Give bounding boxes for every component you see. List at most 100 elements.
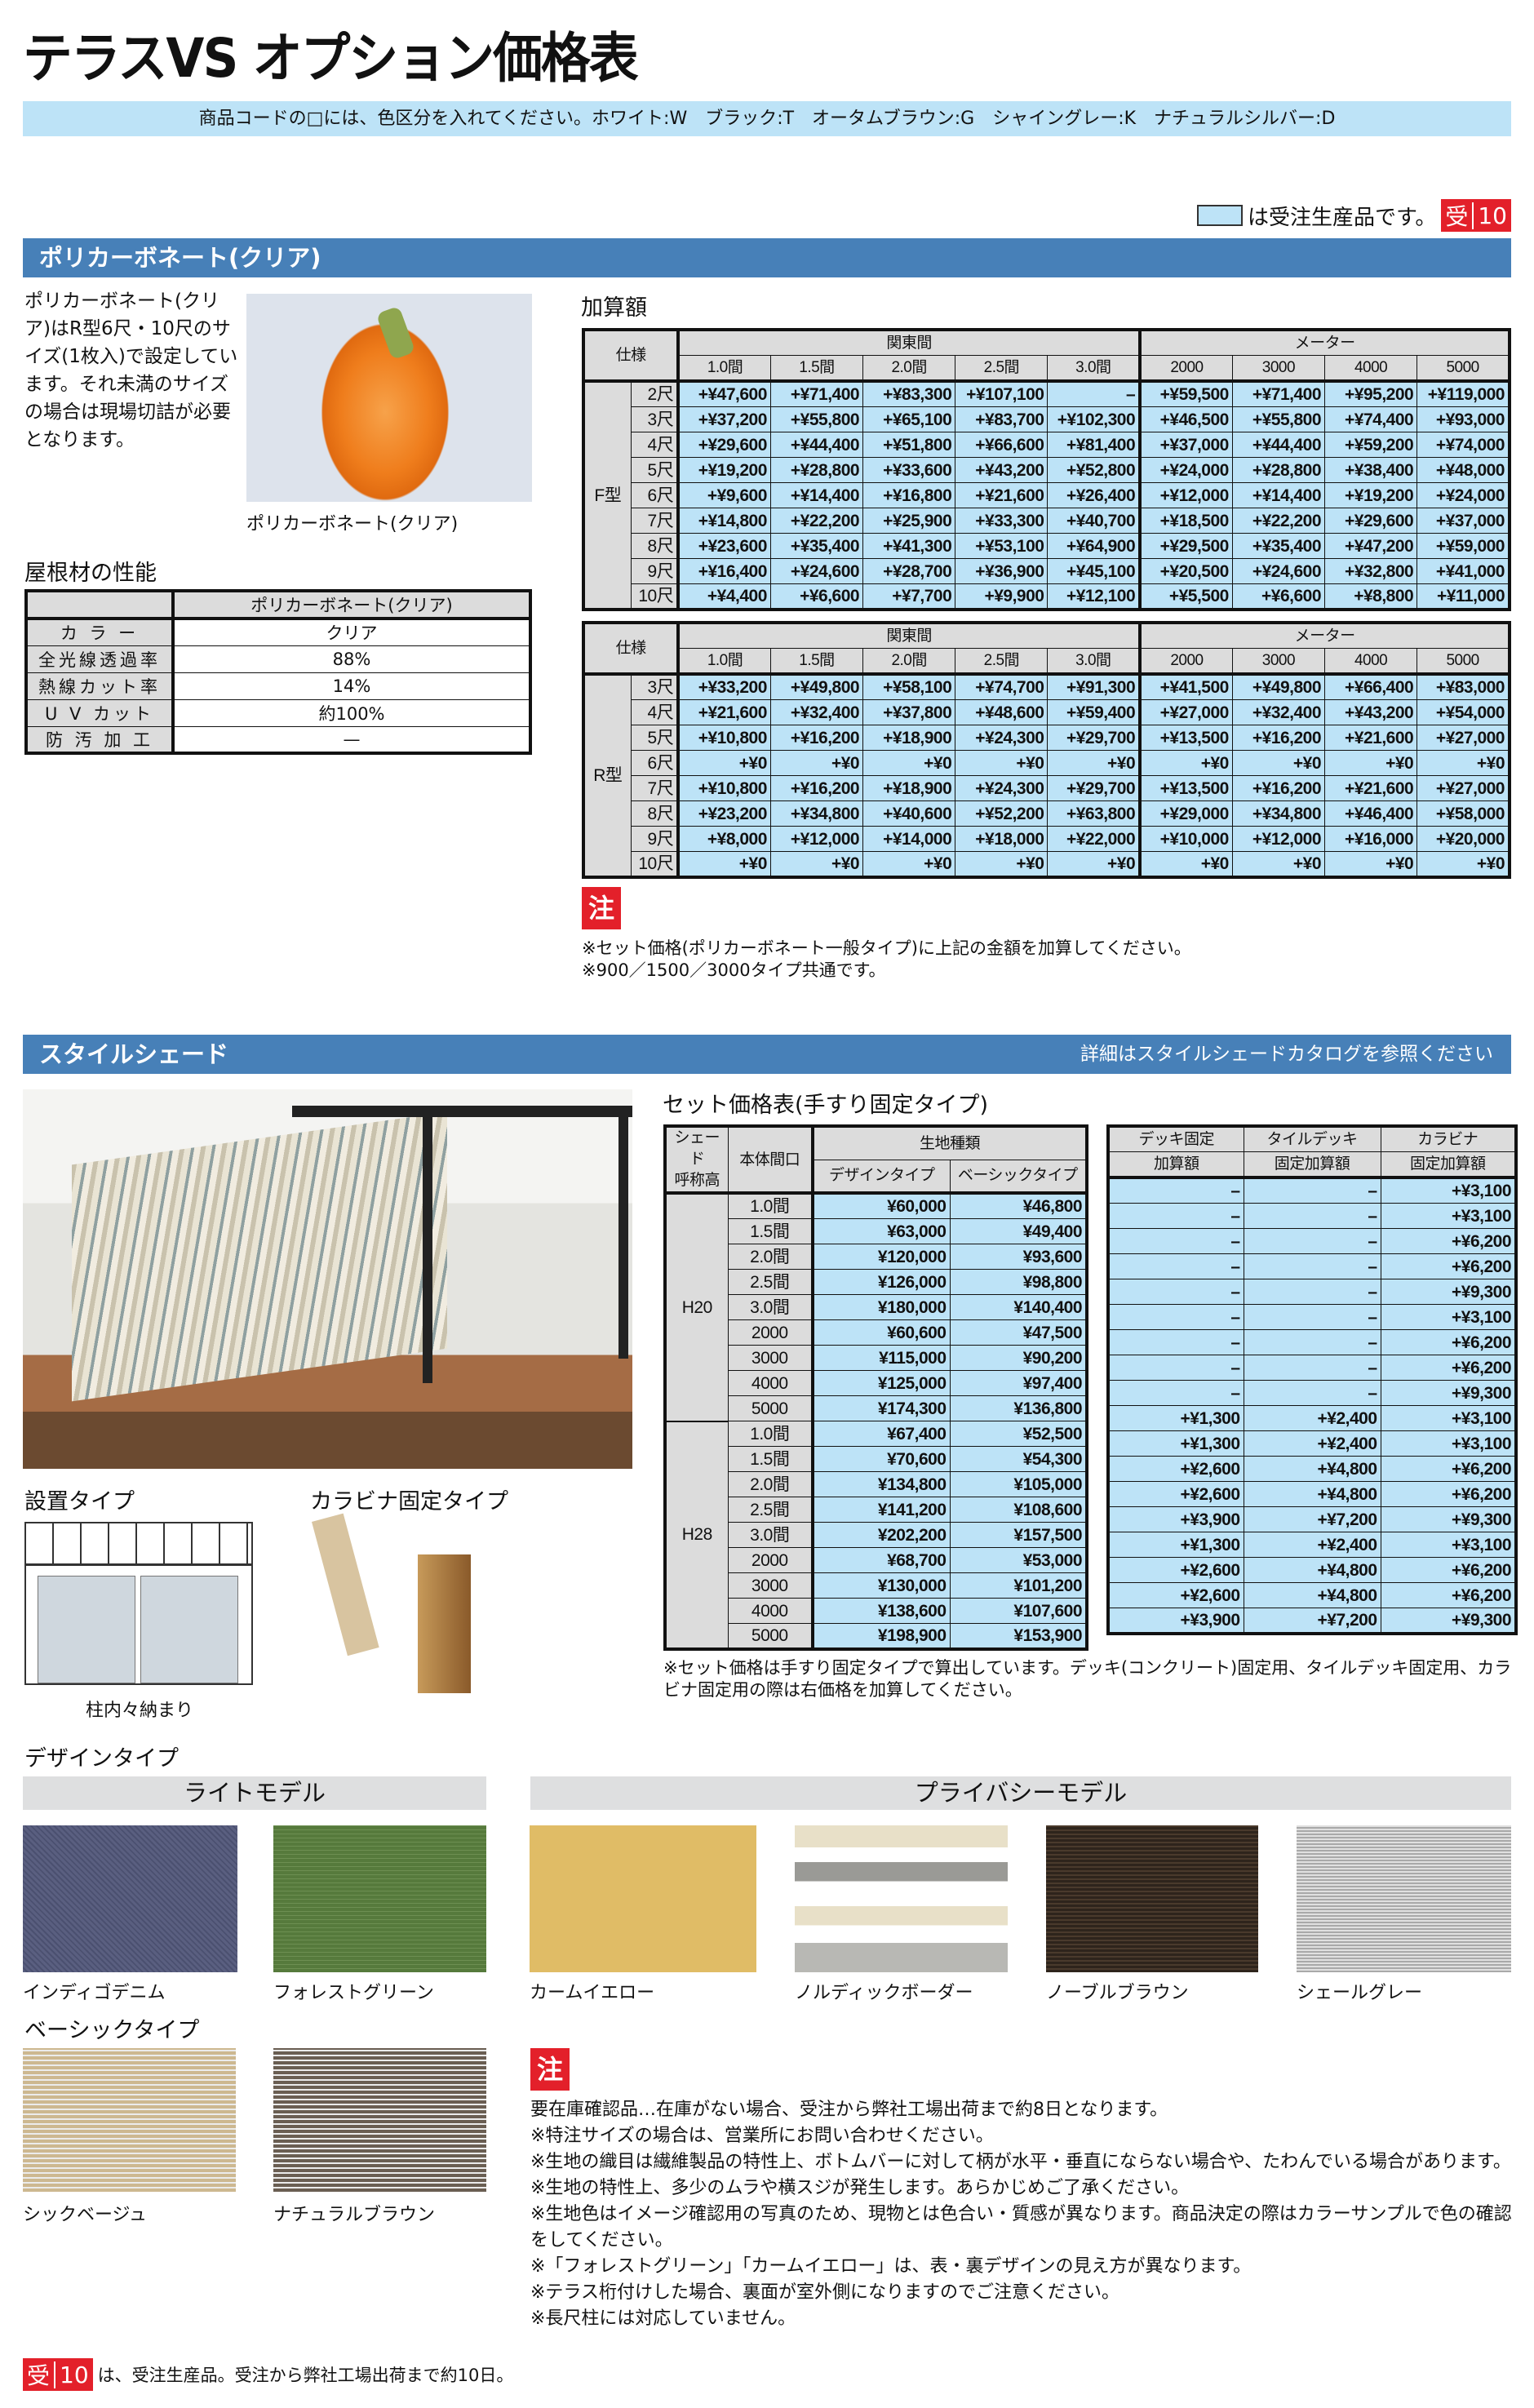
column-header: 3000 (1231, 355, 1326, 383)
table-row: 6尺 +¥9,600 +¥14,400 +¥16,800 +¥21,600 +¥26,40… (583, 482, 1510, 508)
price-cell: +¥27,000 (1139, 699, 1233, 725)
addon-price: – (1107, 1355, 1244, 1381)
price-cell: +¥33,600 (862, 457, 956, 483)
fabric-swatch (23, 2048, 236, 2192)
addon-price: +¥3,100 (1380, 1203, 1517, 1229)
footer-note: 受 10 は、受注生産品。受注から弊社工場出荷まで約10日。 (23, 2358, 513, 2391)
table-row: 10尺 +¥4,400 +¥6,600 +¥7,700 +¥9,900 +¥12,100 +… (583, 583, 1510, 610)
design-price: ¥174,300 (812, 1395, 951, 1421)
table-row: 1.5間 ¥70,600 ¥54,300 (665, 1446, 1088, 1472)
width-label: 2000 (727, 1319, 814, 1346)
design-price: ¥68,700 (812, 1547, 951, 1573)
price-cell: +¥0 (677, 750, 771, 776)
width-label: 2.5間 (727, 1269, 814, 1295)
table-row: – – +¥6,200 (1107, 1355, 1517, 1381)
price-cell: +¥27,000 (1417, 725, 1510, 751)
price-cell: +¥0 (1324, 851, 1418, 878)
price-cell: +¥0 (862, 750, 956, 776)
table-row: 2.5間 ¥141,200 ¥108,600 (665, 1497, 1088, 1523)
price-cell: +¥48,600 (955, 699, 1049, 725)
fabric-swatch (530, 1825, 756, 1972)
price-cell: +¥23,600 (677, 533, 771, 559)
price-cell: +¥46,400 (1324, 800, 1418, 827)
price-cell: +¥35,400 (769, 533, 864, 559)
page-title: テラスVS オプション価格表 (23, 27, 639, 90)
addon-price: – (1243, 1203, 1381, 1229)
price-cell: +¥29,000 (1139, 800, 1233, 827)
price-cell: +¥119,000 (1417, 380, 1510, 407)
price-cell: +¥16,200 (769, 775, 864, 801)
fabric-swatch (23, 1825, 237, 1972)
table-row: +¥3,900 +¥7,200 +¥9,300 (1107, 1608, 1517, 1634)
price-cell: +¥0 (1231, 750, 1326, 776)
price-cell: +¥18,900 (862, 725, 956, 751)
design-price: ¥130,000 (812, 1572, 951, 1599)
header-row: デッキ固定 タイルデッキ カラビナ (1107, 1125, 1517, 1152)
addon-price: +¥6,200 (1380, 1228, 1517, 1254)
width-label: 4000 (727, 1598, 814, 1624)
price-cell: +¥10,000 (1139, 826, 1233, 852)
price-cell: +¥63,800 (1047, 800, 1142, 827)
design-price: ¥115,000 (812, 1345, 951, 1371)
column-header: 2.0間 (862, 648, 956, 676)
badge-b: 10 (1472, 202, 1511, 229)
price-cell: +¥14,400 (769, 482, 864, 508)
price-cell: +¥0 (1139, 851, 1233, 878)
price-cell: +¥21,600 (1324, 775, 1418, 801)
header-row: シェード 呼称高 本体間口 生地種類 (664, 1125, 1088, 1195)
basic-price: ¥98,800 (949, 1269, 1088, 1295)
size-label: 8尺 (630, 800, 681, 827)
addon-price: +¥4,800 (1243, 1582, 1381, 1608)
fabric-swatch (273, 1825, 486, 1972)
size-label: 9尺 (630, 558, 681, 584)
addon-price: +¥3,100 (1380, 1430, 1517, 1457)
performance-label: カ ラ ー (25, 618, 175, 646)
note-badge: 注 (582, 887, 621, 929)
table-row: +¥1,300 +¥2,400 +¥3,100 (1107, 1532, 1517, 1558)
price-cell: +¥14,000 (862, 826, 956, 852)
addon-price: +¥6,200 (1380, 1355, 1517, 1381)
light-model-bar: ライトモデル (23, 1776, 486, 1810)
height-label: H28 (664, 1421, 729, 1650)
price-cell: +¥6,600 (1231, 583, 1326, 610)
price-cell: +¥52,200 (955, 800, 1049, 827)
addon-price: +¥2,600 (1107, 1481, 1244, 1507)
performance-label: 全光線透過率 (25, 645, 175, 673)
price-cell: +¥19,200 (1324, 482, 1418, 508)
section-header-polycarbonate: ポリカーボネート(クリア) (23, 238, 1511, 277)
performance-label: 防 汚 加 工 (25, 725, 175, 754)
price-cell: +¥0 (1139, 750, 1233, 776)
basic-price: ¥140,400 (949, 1294, 1088, 1320)
type-label: F型 (583, 380, 632, 610)
addon-price: +¥9,300 (1380, 1506, 1517, 1532)
shade-table-note: ※セット価格は手すり固定タイプで算出しています。デッキ(コンクリート)固定用、タ… (663, 1658, 1512, 1700)
price-cell: +¥64,900 (1047, 533, 1142, 559)
addon-price: +¥9,300 (1380, 1380, 1517, 1406)
price-cell: +¥43,200 (955, 457, 1049, 483)
price-cell: +¥5,500 (1139, 583, 1233, 610)
addon-price: – (1107, 1279, 1244, 1305)
size-label: 3尺 (630, 406, 681, 432)
column-header: カラビナ (1380, 1125, 1517, 1152)
price-cell: +¥32,800 (1324, 558, 1418, 584)
type-label: R型 (583, 673, 632, 878)
price-cell: +¥6,600 (769, 583, 864, 610)
basic-price: ¥157,500 (949, 1522, 1088, 1548)
column-header: 1.0間 (677, 648, 771, 676)
price-cell: +¥28,700 (862, 558, 956, 584)
addon-price-table-R型: 仕様 関東間 メーター 1.0間 1.5間 2.0間 2.5間 3.0間 2000 3000 400… (582, 621, 1511, 879)
basic-price: ¥97,400 (949, 1370, 1088, 1396)
price-cell: +¥37,200 (677, 406, 771, 432)
design-price: ¥202,200 (812, 1522, 951, 1548)
table-row: – – +¥3,100 (1107, 1304, 1517, 1330)
catalog-reference-link[interactable]: 詳細はスタイルシェードカタログを参照ください (1080, 1044, 1493, 1065)
price-cell: +¥16,200 (769, 725, 864, 751)
addon-price: – (1107, 1177, 1244, 1204)
price-cell: +¥11,000 (1417, 583, 1510, 610)
price-cell: +¥32,400 (769, 699, 864, 725)
price-cell: +¥38,400 (1324, 457, 1418, 483)
design-price: ¥120,000 (812, 1244, 951, 1270)
addon-price: +¥2,400 (1243, 1532, 1381, 1558)
header-row: 加算額 固定加算額 固定加算額 (1107, 1151, 1517, 1179)
performance-value: 88% (172, 645, 531, 673)
